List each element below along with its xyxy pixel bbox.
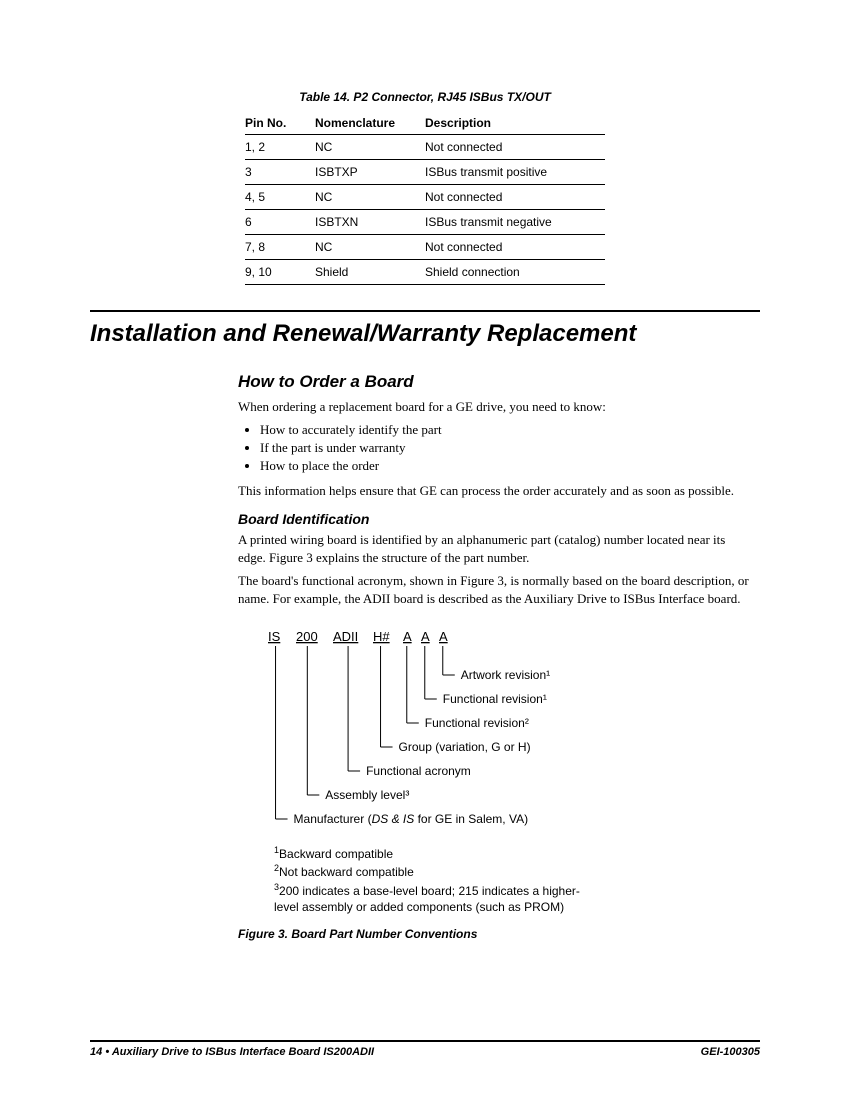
body-text: The board's functional acronym, shown in… bbox=[238, 572, 750, 607]
table-cell: Shield bbox=[315, 260, 425, 285]
footnote: 2Not backward compatible bbox=[274, 862, 594, 880]
bullet-list: How to accurately identify the part If th… bbox=[260, 422, 750, 474]
footnote: 3200 indicates a base-level board; 215 i… bbox=[274, 881, 594, 915]
table-cell: 3 bbox=[245, 160, 315, 185]
table-cell: NC bbox=[315, 235, 425, 260]
bullet-item: If the part is under warranty bbox=[260, 440, 750, 456]
svg-text:A: A bbox=[421, 629, 430, 644]
body-text: This information helps ensure that GE ca… bbox=[238, 482, 750, 500]
table-cell: Shield connection bbox=[425, 260, 605, 285]
table-cell: Not connected bbox=[425, 235, 605, 260]
svg-text:A: A bbox=[403, 629, 412, 644]
body-text: When ordering a replacement board for a … bbox=[238, 398, 750, 416]
svg-text:Functional acronym: Functional acronym bbox=[366, 764, 471, 778]
table-cell: Not connected bbox=[425, 135, 605, 160]
table-cell: 6 bbox=[245, 210, 315, 235]
table-row: 1, 2NCNot connected bbox=[245, 135, 605, 160]
table-row: 7, 8NCNot connected bbox=[245, 235, 605, 260]
table-cell: 4, 5 bbox=[245, 185, 315, 210]
subheading-board-id: Board Identification bbox=[238, 511, 750, 527]
pin-table: Pin No. Nomenclature Description 1, 2NCN… bbox=[245, 112, 605, 285]
table-cell: Not connected bbox=[425, 185, 605, 210]
footer-title: Auxiliary Drive to ISBus Interface Board… bbox=[112, 1046, 374, 1058]
section-rule bbox=[90, 310, 760, 312]
page-footer: 14 • Auxiliary Drive to ISBus Interface … bbox=[90, 1040, 760, 1058]
footer-right: GEI-100305 bbox=[701, 1046, 760, 1058]
svg-text:Functional revision²: Functional revision² bbox=[425, 716, 529, 730]
bullet: • bbox=[105, 1046, 109, 1058]
table-row: 6ISBTXNISBus transmit negative bbox=[245, 210, 605, 235]
svg-text:IS: IS bbox=[268, 629, 281, 644]
svg-text:Functional revision¹: Functional revision¹ bbox=[443, 692, 547, 706]
footnotes: 1Backward compatible2Not backward compat… bbox=[274, 844, 594, 915]
svg-text:A: A bbox=[439, 629, 448, 644]
subheading-order: How to Order a Board bbox=[238, 372, 750, 392]
table-cell: 7, 8 bbox=[245, 235, 315, 260]
table-cell: ISBus transmit positive bbox=[425, 160, 605, 185]
table-cell: 9, 10 bbox=[245, 260, 315, 285]
footnote: 1Backward compatible bbox=[274, 844, 594, 862]
table-header: Pin No. bbox=[245, 112, 315, 135]
table-header: Nomenclature bbox=[315, 112, 425, 135]
table-cell: ISBus transmit negative bbox=[425, 210, 605, 235]
table-cell: ISBTXP bbox=[315, 160, 425, 185]
figure-caption: Figure 3. Board Part Number Conventions bbox=[238, 927, 750, 941]
table-row: 3ISBTXPISBus transmit positive bbox=[245, 160, 605, 185]
svg-text:Assembly level³: Assembly level³ bbox=[325, 788, 409, 802]
section-heading: Installation and Renewal/Warranty Replac… bbox=[90, 320, 760, 348]
table-row: 4, 5NCNot connected bbox=[245, 185, 605, 210]
svg-text:Group (variation, G or H): Group (variation, G or H) bbox=[399, 740, 531, 754]
table-cell: NC bbox=[315, 135, 425, 160]
bullet-item: How to place the order bbox=[260, 458, 750, 474]
svg-text:Artwork revision¹: Artwork revision¹ bbox=[461, 668, 550, 682]
body-text: A printed wiring board is identified by … bbox=[238, 531, 750, 566]
page-number: 14 bbox=[90, 1046, 102, 1058]
table-header-row: Pin No. Nomenclature Description bbox=[245, 112, 605, 135]
bullet-item: How to accurately identify the part bbox=[260, 422, 750, 438]
table-cell: 1, 2 bbox=[245, 135, 315, 160]
figure-3: IS200ADIIH#AAAManufacturer (DS & IS for … bbox=[238, 629, 750, 834]
svg-text:H#: H# bbox=[373, 629, 390, 644]
svg-text:200: 200 bbox=[296, 629, 318, 644]
table-row: 9, 10ShieldShield connection bbox=[245, 260, 605, 285]
table-caption: Table 14. P2 Connector, RJ45 ISBus TX/OU… bbox=[90, 90, 760, 104]
svg-text:ADII: ADII bbox=[333, 629, 358, 644]
svg-text:Manufacturer (DS & IS for GE i: Manufacturer (DS & IS for GE in Salem, V… bbox=[294, 812, 529, 826]
footer-left: 14 • Auxiliary Drive to ISBus Interface … bbox=[90, 1046, 374, 1058]
table-header: Description bbox=[425, 112, 605, 135]
table-cell: NC bbox=[315, 185, 425, 210]
table-cell: ISBTXN bbox=[315, 210, 425, 235]
part-number-diagram: IS200ADIIH#AAAManufacturer (DS & IS for … bbox=[238, 629, 668, 834]
